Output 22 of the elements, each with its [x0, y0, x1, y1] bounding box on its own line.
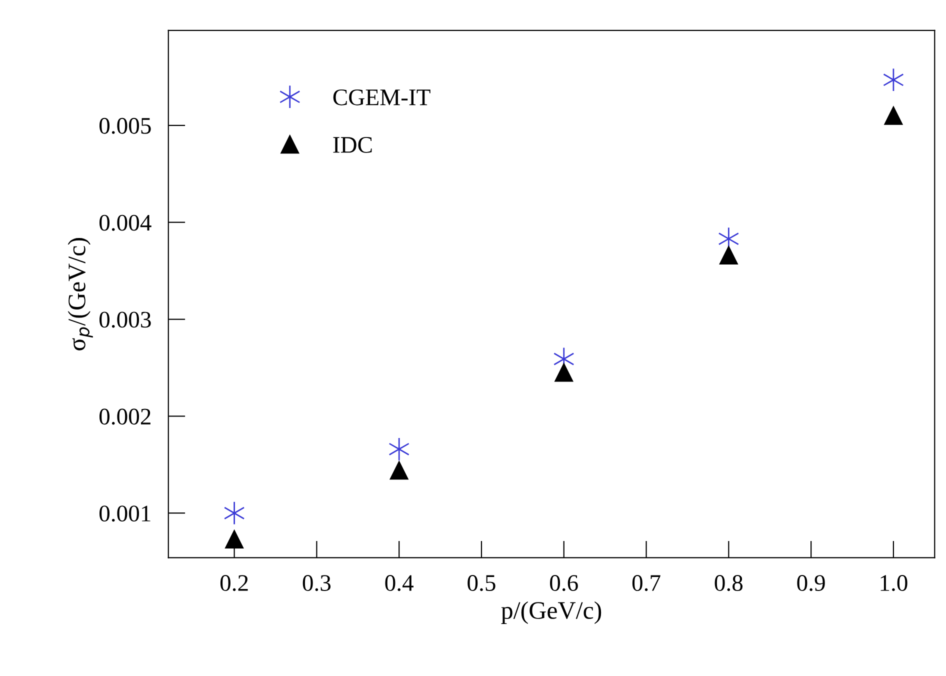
x-tick-label: 0.7	[632, 575, 660, 592]
point	[225, 530, 244, 548]
x-tick-label: 0.4	[385, 575, 414, 592]
point	[884, 106, 903, 125]
y-tick-label: 0.005	[99, 118, 151, 134]
x-tick-label: 0.9	[797, 575, 825, 592]
x-tick-label: 0.3	[302, 575, 331, 592]
x-tick-label: 0.5	[468, 575, 496, 592]
x-tick-label: 1.0	[880, 575, 908, 592]
point	[390, 461, 408, 480]
point	[554, 363, 574, 382]
y-axis-title: σ$_{p}$/(GeV/c)	[68, 238, 93, 350]
x-axis-title: p/(GeV/c)	[501, 601, 602, 624]
y-tick-label: 0.004	[99, 214, 152, 231]
x-tick-label: 0.2	[220, 575, 248, 592]
x-tick-label: 0.8	[714, 575, 743, 592]
x-tick-label: 0.6	[550, 575, 578, 592]
y-tick-label: 0.003	[99, 312, 151, 328]
legend-label: IDC	[333, 137, 372, 153]
point	[719, 246, 738, 264]
y-tick-label: 0.002	[99, 408, 150, 425]
y-tick-label: 0.001	[99, 506, 150, 522]
